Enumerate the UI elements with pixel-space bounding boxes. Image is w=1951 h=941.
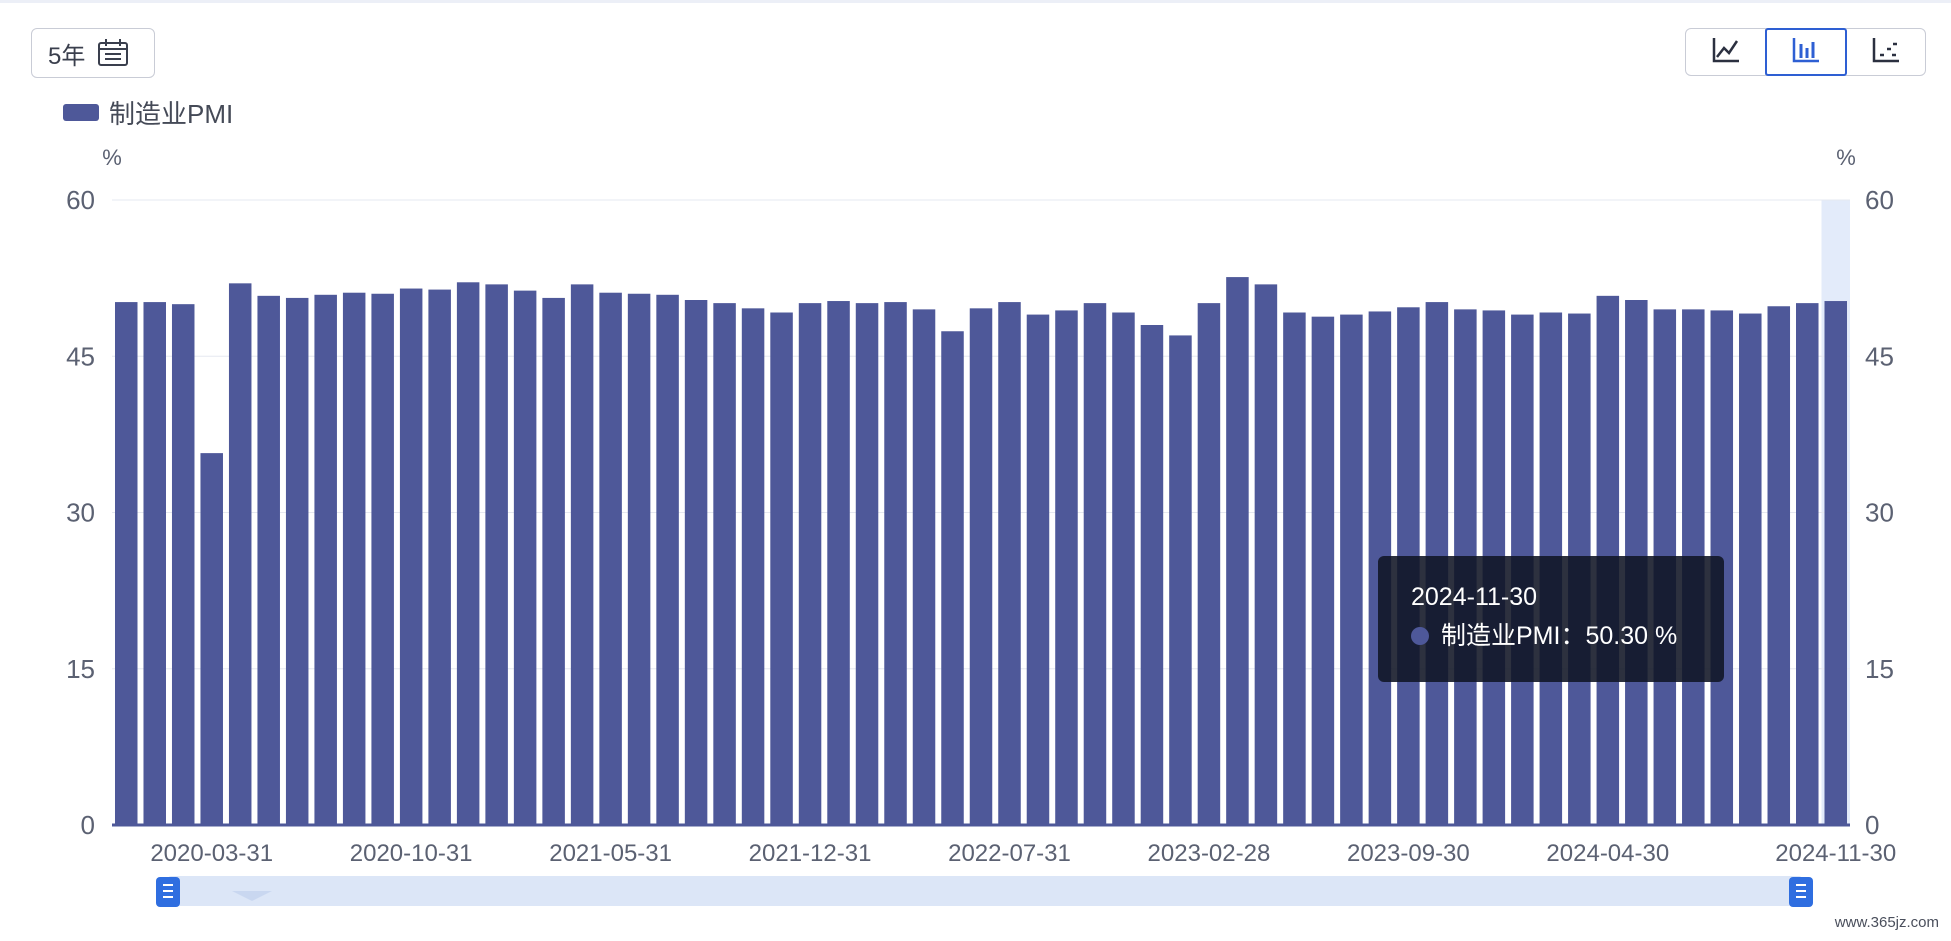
bar — [542, 297, 565, 826]
bar — [485, 284, 508, 825]
scatter-chart-button[interactable] — [1846, 29, 1925, 75]
y-unit-right: % — [1836, 145, 1856, 170]
x-tick-label: 2020-10-31 — [350, 840, 473, 867]
bar — [1197, 303, 1221, 825]
bar — [656, 294, 679, 826]
bar — [941, 331, 964, 825]
bar-chart-button[interactable] — [1765, 28, 1847, 76]
bar-chart-icon — [1791, 36, 1821, 69]
bar — [1169, 335, 1192, 825]
bar — [1055, 310, 1078, 826]
bar — [1283, 312, 1306, 825]
top-divider — [0, 0, 1951, 3]
bar — [399, 288, 423, 826]
y-tick-label-left: 15 — [66, 654, 95, 684]
bar — [884, 302, 907, 825]
y-unit-left: % — [102, 145, 122, 170]
bar — [827, 301, 850, 826]
bar — [1083, 303, 1107, 825]
bar — [998, 302, 1021, 825]
y-tick-label-left: 30 — [66, 498, 95, 528]
x-tick-label: 2021-12-31 — [749, 840, 872, 867]
watermark: www.365jz.com — [1834, 914, 1939, 931]
bar — [371, 293, 394, 825]
bar — [684, 300, 708, 825]
bar — [428, 289, 451, 825]
period-label: 5年 — [48, 42, 86, 70]
bar — [1140, 325, 1164, 825]
zoom-slider-track — [168, 876, 1802, 906]
bar — [1026, 314, 1050, 825]
x-tick-label: 2024-11-30 — [1775, 840, 1896, 867]
bar — [1739, 313, 1762, 825]
bar — [713, 303, 736, 825]
y-tick-label-right: 30 — [1865, 498, 1894, 528]
calendar-icon — [97, 38, 129, 68]
scatter-chart-icon — [1871, 36, 1901, 69]
zoom-slider-shadow — [232, 891, 272, 901]
x-tick-label: 2022-07-31 — [948, 840, 1071, 867]
bar — [456, 282, 480, 826]
bar — [171, 304, 195, 826]
y-tick-label-right: 60 — [1865, 185, 1894, 215]
bar — [969, 308, 993, 825]
bar — [1767, 306, 1791, 825]
bar — [228, 283, 252, 825]
bar — [798, 303, 822, 825]
bar — [257, 295, 280, 825]
bar — [513, 290, 537, 825]
chart-tooltip: 2024-11-30 制造业PMI ： 50.30 % — [1378, 556, 1724, 682]
bar — [770, 312, 793, 825]
bar — [1340, 314, 1363, 825]
tooltip-separator: ： — [1560, 622, 1586, 650]
bar — [599, 292, 622, 825]
bar — [285, 297, 309, 826]
bar — [1796, 303, 1819, 825]
y-tick-label-right: 15 — [1865, 654, 1894, 684]
bar — [1226, 277, 1249, 825]
bar — [342, 292, 366, 825]
tooltip-series-name: 制造业PMI — [1441, 622, 1561, 650]
bar — [1824, 301, 1848, 826]
x-tick-label: 2023-02-28 — [1148, 840, 1271, 867]
period-selector-button[interactable]: 5年 — [31, 28, 155, 78]
legend-label: 制造业PMI — [109, 99, 234, 129]
bar — [200, 453, 223, 825]
bar — [314, 294, 337, 826]
bar — [143, 302, 166, 825]
x-tick-label: 2021-05-31 — [549, 840, 672, 867]
y-tick-label-right: 0 — [1865, 810, 1879, 840]
tooltip-row: 制造业PMI ： 50.30 % — [1411, 621, 1724, 651]
x-tick-label: 2020-03-31 — [150, 840, 273, 867]
tooltip-date: 2024-11-30 — [1411, 583, 1538, 611]
line-chart-button[interactable] — [1686, 29, 1766, 75]
bar — [114, 302, 138, 825]
bar — [855, 303, 879, 825]
bar — [627, 293, 651, 825]
tooltip-series-dot — [1411, 627, 1429, 645]
y-tick-label-left: 45 — [66, 341, 95, 371]
x-tick-label: 2024-04-30 — [1546, 840, 1669, 867]
tooltip-value: 50.30 % — [1585, 622, 1678, 650]
bar — [912, 309, 936, 825]
chart-legend[interactable]: 制造业PMI — [63, 94, 233, 131]
bar — [741, 308, 765, 825]
bar — [1311, 316, 1335, 825]
y-tick-label-left: 60 — [66, 185, 95, 215]
line-chart-icon — [1711, 36, 1741, 69]
legend-swatch — [63, 104, 99, 121]
bar — [570, 284, 594, 825]
x-tick-label: 2023-09-30 — [1347, 840, 1470, 867]
chart-type-switcher — [1685, 28, 1926, 76]
bar — [1254, 284, 1278, 825]
bar — [1112, 312, 1135, 825]
y-tick-label-right: 45 — [1865, 341, 1894, 371]
y-tick-label-left: 0 — [81, 810, 95, 840]
